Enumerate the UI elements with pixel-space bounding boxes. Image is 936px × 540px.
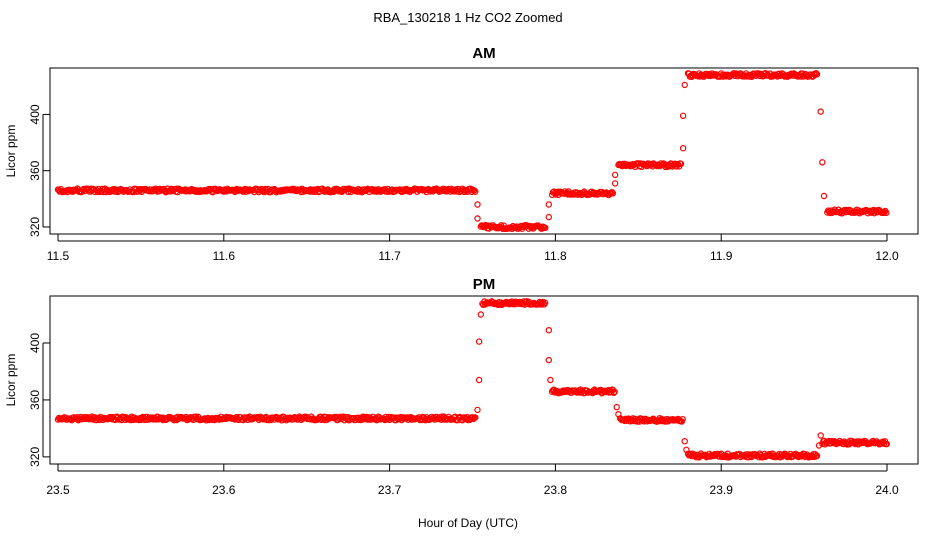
plot-frame: [49, 295, 919, 465]
data-point: [474, 215, 481, 222]
data-point: [615, 411, 622, 418]
data-point: [471, 187, 478, 194]
y-tick-label: 320: [28, 447, 42, 467]
data-point: [609, 386, 617, 394]
x-tick-label: 12.0: [875, 249, 899, 263]
data-point: [679, 416, 686, 423]
x-tick-label: 23.8: [544, 483, 568, 497]
data-point: [815, 442, 823, 449]
data-point: [542, 224, 549, 231]
am-panel: AM Licor ppm 11.5 11.6 11.7 11.8 11.9 12.0 320 36…: [4, 45, 919, 263]
y-tick-label: 400: [28, 104, 42, 124]
plot-frame: [49, 67, 919, 235]
data-point: [547, 376, 554, 384]
y-tick-label: 360: [28, 390, 42, 410]
data-point: [610, 389, 618, 396]
data-point: [820, 192, 828, 200]
data-point: [679, 144, 687, 152]
data-point: [474, 201, 481, 208]
data-point: [813, 452, 821, 459]
data-point: [474, 406, 481, 414]
data-point: [477, 311, 484, 318]
data-point: [883, 209, 890, 216]
data-point: [545, 213, 553, 221]
figure-x-axis-label: Hour of Day (UTC): [418, 516, 518, 530]
data-point: [609, 190, 617, 197]
data-point: [677, 160, 685, 167]
data-point: [681, 81, 688, 89]
data-point: [812, 69, 820, 77]
data-point: [817, 108, 824, 115]
data-point: [545, 201, 553, 208]
data-point: [817, 432, 824, 439]
figure-title: RBA_130218 1 Hz CO2 Zoomed: [373, 10, 562, 25]
data-point: [475, 376, 483, 384]
x-tick-label: 11.7: [378, 249, 401, 263]
data-point: [472, 414, 479, 421]
data-point: [681, 438, 688, 445]
x-tick-label: 23.7: [378, 483, 402, 497]
data-point: [541, 299, 549, 306]
data-point: [545, 327, 553, 334]
x-tick-label: 11.5: [47, 249, 70, 263]
x-tick-label: 11.6: [213, 249, 236, 263]
data-point: [813, 71, 821, 78]
data-point: [475, 338, 483, 345]
y-axis-label: Licor ppm: [4, 125, 18, 178]
data-point: [683, 446, 690, 453]
y-axis-label: Licor ppm: [4, 354, 18, 407]
panel-title: AM: [472, 45, 495, 62]
x-tick-label: 23.5: [46, 483, 70, 497]
y-tick-label: 400: [28, 333, 42, 353]
data-point: [611, 171, 619, 179]
data-point: [611, 180, 619, 187]
data-point: [545, 356, 553, 364]
data-point: [679, 112, 687, 120]
data-point: [613, 403, 620, 411]
y-tick-label: 320: [28, 217, 42, 237]
x-tick-label: 23.6: [212, 483, 236, 497]
x-tick-label: 11.9: [710, 249, 733, 263]
data-points: [54, 298, 891, 461]
panel-title: PM: [473, 276, 496, 293]
x-tick-label: 24.0: [875, 483, 899, 497]
data-point: [883, 440, 891, 448]
y-tick-label: 360: [28, 160, 42, 180]
data-point: [608, 188, 616, 196]
data-points: [54, 69, 890, 232]
x-tick-label: 23.9: [710, 483, 734, 497]
data-point: [611, 388, 618, 395]
data-point: [607, 190, 615, 197]
x-tick-label: 11.8: [544, 249, 567, 263]
data-point: [472, 188, 479, 195]
pm-panel: PM Licor ppm 23.5 23.6 23.7 23.8 23.9 24.0 320 36…: [4, 276, 919, 497]
data-point: [819, 159, 826, 166]
